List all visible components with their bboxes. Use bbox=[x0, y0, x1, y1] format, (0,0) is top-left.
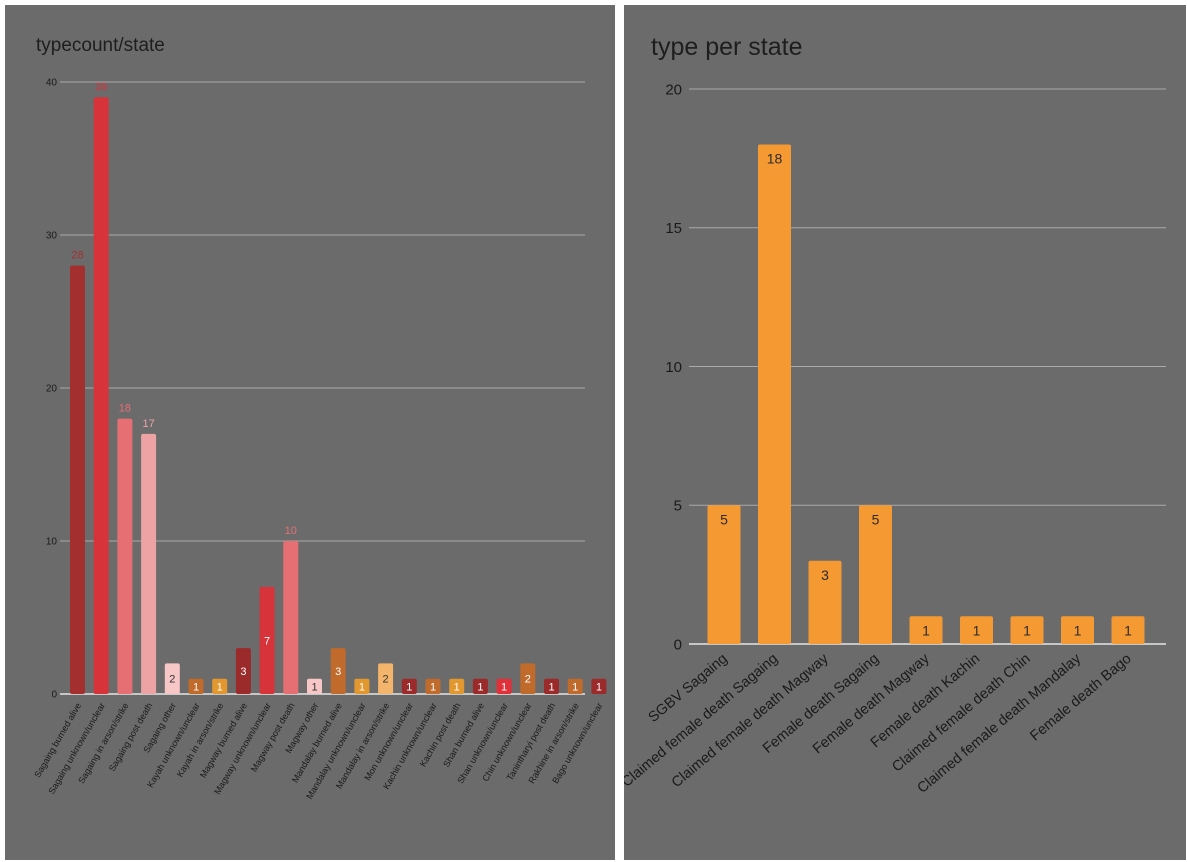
bar bbox=[378, 663, 394, 694]
bar bbox=[1061, 616, 1094, 644]
data-label: 1 bbox=[406, 681, 412, 693]
data-label: 1 bbox=[359, 681, 365, 693]
data-label: 1 bbox=[1074, 622, 1082, 638]
bar bbox=[70, 265, 85, 694]
bar bbox=[567, 678, 583, 694]
bar bbox=[235, 648, 251, 694]
y-tick-label: 20 bbox=[46, 384, 58, 395]
data-label: 39 bbox=[95, 81, 107, 93]
bar bbox=[212, 678, 228, 694]
data-label: 18 bbox=[119, 403, 131, 415]
y-axis-tick-labels: 0 5 10 15 20 bbox=[665, 81, 682, 653]
bar bbox=[496, 678, 512, 694]
chart-title: typecount/state bbox=[36, 35, 165, 56]
bar bbox=[259, 586, 275, 694]
bar bbox=[93, 97, 109, 695]
bar bbox=[449, 678, 465, 694]
data-label: 1 bbox=[572, 681, 578, 693]
bar bbox=[141, 433, 157, 694]
bar bbox=[707, 505, 741, 644]
data-label: 2 bbox=[383, 674, 389, 686]
data-label: 18 bbox=[767, 151, 783, 167]
data-label: 3 bbox=[821, 567, 829, 583]
chart-panel-typecount: typecount/state 0 10 20 30 40 28 39 18 17 2 1 1 3 7 10… bbox=[5, 5, 615, 860]
y-tick-label: 0 bbox=[51, 690, 57, 701]
data-label: 1 bbox=[1023, 622, 1031, 638]
y-tick-label: 15 bbox=[665, 220, 682, 237]
data-label: 5 bbox=[720, 511, 728, 527]
data-label: 2 bbox=[169, 674, 175, 686]
y-tick-label: 40 bbox=[46, 78, 58, 89]
y-tick-label: 20 bbox=[665, 81, 682, 98]
bar bbox=[401, 678, 417, 694]
x-category-label: Sagaing post death bbox=[107, 701, 154, 773]
data-label: 5 bbox=[872, 511, 880, 527]
data-label: 2 bbox=[525, 674, 531, 686]
bar bbox=[520, 663, 536, 694]
y-tick-label: 10 bbox=[665, 359, 682, 376]
chart-panel-type-per-state: type per state 0 5 10 15 20 5 18 3 5 1 1 1 1 1 SGBV Sa… bbox=[624, 5, 1186, 860]
data-label: 3 bbox=[240, 666, 246, 678]
y-tick-label: 5 bbox=[674, 498, 682, 515]
bar bbox=[960, 616, 993, 644]
data-label: 1 bbox=[217, 681, 223, 693]
data-label: 1 bbox=[922, 622, 930, 638]
data-label: 17 bbox=[142, 418, 154, 430]
data-label: 3 bbox=[335, 666, 341, 678]
data-label: 1 bbox=[454, 681, 460, 693]
data-label: 7 bbox=[264, 635, 270, 647]
bar bbox=[283, 541, 299, 694]
data-label: 10 bbox=[285, 525, 297, 537]
bar bbox=[909, 616, 943, 644]
data-label: 1 bbox=[596, 681, 602, 693]
bar bbox=[758, 144, 791, 644]
bar bbox=[164, 663, 180, 694]
x-category-label: Magway post death bbox=[249, 701, 297, 774]
y-tick-label: 0 bbox=[674, 636, 682, 653]
bar bbox=[354, 678, 370, 694]
bars bbox=[707, 144, 1145, 644]
data-label: 1 bbox=[501, 681, 507, 693]
bar bbox=[117, 418, 133, 694]
data-label: 1 bbox=[1124, 622, 1132, 638]
bar bbox=[859, 505, 892, 644]
bar bbox=[307, 678, 322, 694]
bar bbox=[472, 678, 488, 694]
bar bbox=[1010, 616, 1044, 644]
data-label: 1 bbox=[430, 681, 436, 693]
bar bbox=[544, 678, 559, 694]
bar bbox=[425, 678, 441, 694]
bar bbox=[330, 648, 346, 694]
y-tick-label: 10 bbox=[46, 537, 58, 548]
data-label: 1 bbox=[548, 681, 554, 693]
chart-title: type per state bbox=[651, 33, 803, 61]
data-label: 28 bbox=[71, 250, 83, 262]
y-axis-tick-labels: 0 10 20 30 40 bbox=[46, 78, 58, 701]
gridlines bbox=[60, 81, 585, 695]
bar bbox=[808, 560, 842, 644]
data-label: 1 bbox=[311, 681, 317, 693]
data-label: 1 bbox=[193, 681, 199, 693]
y-tick-label: 30 bbox=[46, 231, 58, 242]
data-label: 1 bbox=[973, 622, 981, 638]
data-label: 1 bbox=[477, 681, 483, 693]
bar bbox=[1111, 616, 1145, 644]
bar bbox=[591, 678, 607, 694]
bars bbox=[70, 97, 607, 695]
bar bbox=[188, 678, 204, 694]
data-labels: 5 18 3 5 1 1 1 1 1 bbox=[720, 151, 1132, 639]
